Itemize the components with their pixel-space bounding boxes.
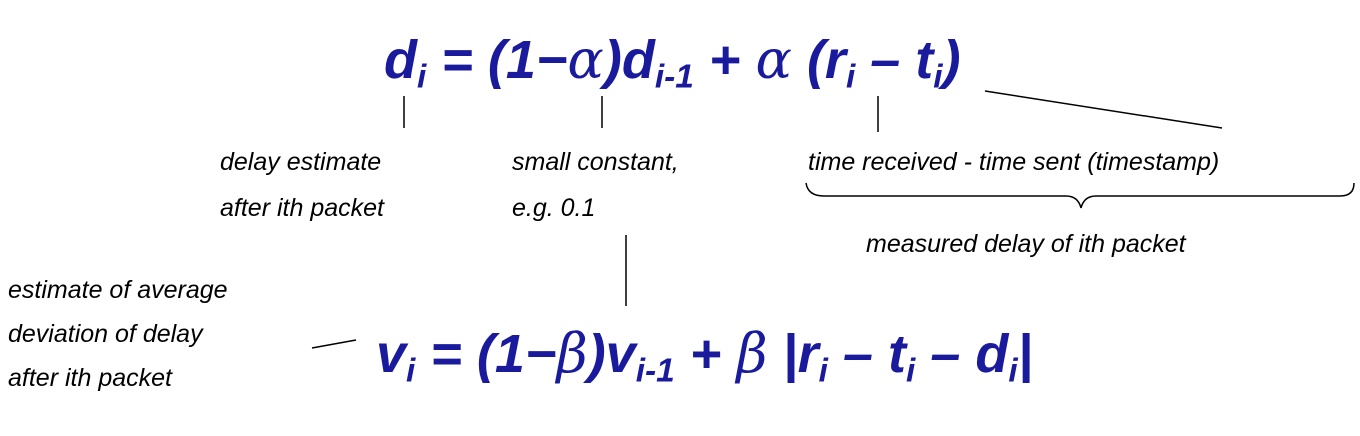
- deviation-pointer: [311, 339, 357, 349]
- eq1-text: = (1: [426, 30, 536, 90]
- eq1-sub-i2: i: [845, 58, 856, 96]
- delay-estimate-line2: after ith packet: [220, 194, 384, 222]
- delay-estimate-line1: delay estimate: [220, 148, 382, 176]
- eq1-close2: ): [942, 30, 961, 90]
- eq2-minus: −: [524, 324, 557, 384]
- eq2-sub-i: i: [406, 352, 416, 390]
- deviation-equation: vi = (1−β)vi-1 + β |ri – ti – di|: [376, 322, 1033, 388]
- eq1-alpha2: α: [755, 28, 792, 91]
- deviation-line3: after ith packet: [8, 364, 172, 392]
- eq2-close2: |: [1017, 324, 1033, 384]
- eq1-plus: +: [693, 30, 756, 90]
- eq2-minus2: – t: [827, 324, 907, 384]
- eq2-plus: +: [674, 324, 737, 384]
- small-constant-line1: small constant,: [512, 148, 679, 176]
- measured-delay-label: measured delay of ith packet: [866, 230, 1186, 258]
- deviation-label: estimate of average deviation of delay a…: [8, 268, 228, 400]
- delay-estimate-equation: di = (1−α)di-1 + α (ri – ti): [384, 28, 961, 94]
- delay-estimate-label: delay estimate after ith packet: [220, 146, 384, 224]
- eq2-sub-i3: i: [906, 352, 916, 390]
- small-constant-label: small constant, e.g. 0.1: [512, 146, 679, 224]
- eq2-close: )v: [587, 324, 636, 384]
- time-received-label: time received - time sent (timestamp): [808, 148, 1220, 176]
- eq1-alpha: α: [567, 28, 604, 91]
- eq2-minus3: – d: [915, 324, 1009, 384]
- timestamp-pointer: [984, 90, 1223, 129]
- eq1-minus: −: [535, 30, 568, 90]
- eq1-open: (r: [791, 30, 846, 90]
- eq2-beta: β: [556, 322, 588, 385]
- eq1-sub-i: i: [417, 58, 427, 96]
- eq2-sub-i2: i: [818, 352, 828, 390]
- eq1-d: d: [384, 30, 417, 90]
- eq1-sub-i3: i: [933, 58, 943, 96]
- eq1-close: )d: [603, 30, 655, 90]
- deviation-line2: deviation of delay: [8, 320, 203, 348]
- eq2-sub-i4: i: [1008, 352, 1018, 390]
- eq1-sub-im1: i-1: [654, 58, 694, 96]
- eq2-v: v: [376, 324, 407, 384]
- deviation-line1: estimate of average: [8, 276, 228, 304]
- measured-delay-brace: [805, 182, 1355, 209]
- eq1-minus2: – t: [855, 30, 934, 90]
- eq2-open: |r: [767, 324, 819, 384]
- eq2-beta2: β: [736, 322, 768, 385]
- eq2-text: = (1: [415, 324, 525, 384]
- eq2-sub-im1: i-1: [635, 352, 675, 390]
- small-constant-line2: e.g. 0.1: [512, 194, 596, 222]
